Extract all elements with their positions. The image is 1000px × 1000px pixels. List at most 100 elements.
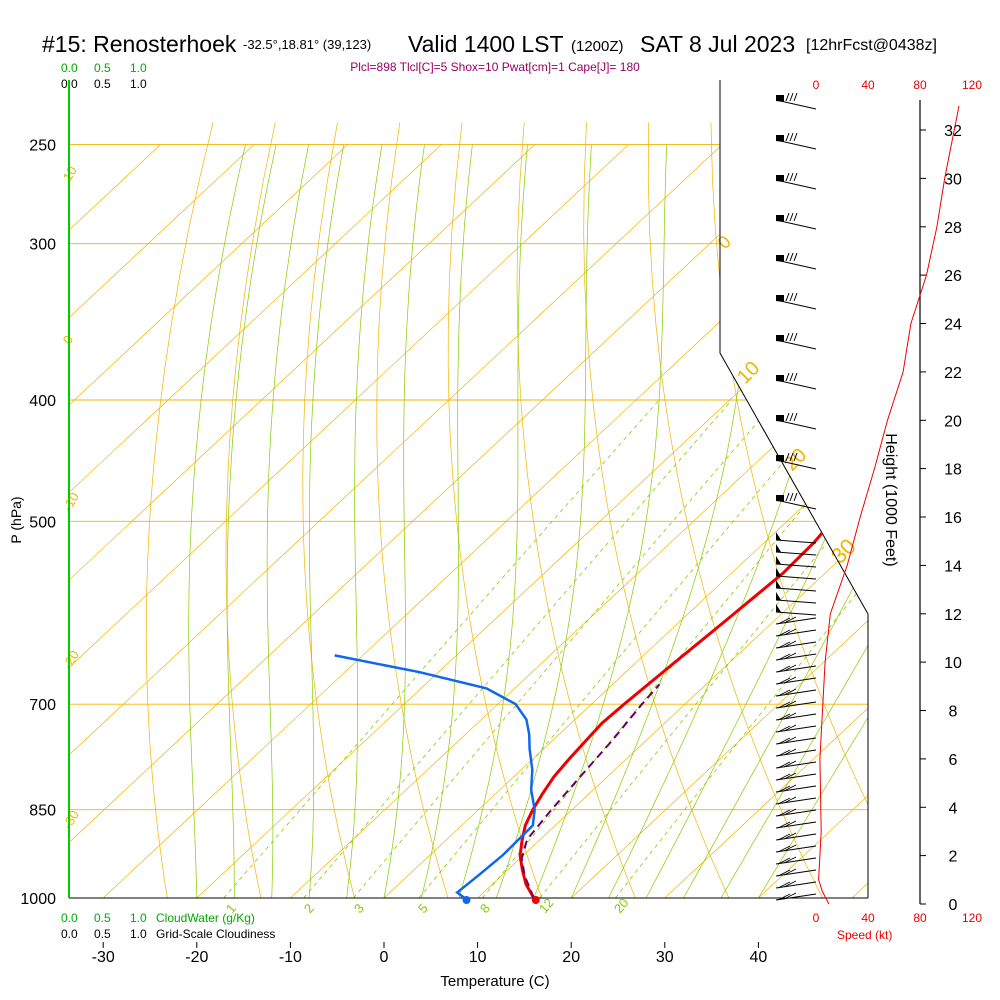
height-tick-label: 26: [944, 268, 962, 285]
height-tick-label: 28: [944, 220, 962, 237]
moist-adiabat-line: [758, 144, 868, 898]
dry-adiabat-line: [376, 122, 457, 898]
dry-adiabat-line: [583, 122, 742, 898]
isotherm-label: 20: [780, 444, 811, 475]
surface-dewpoint-marker: [462, 896, 471, 904]
plot-frame: [69, 80, 869, 899]
height-tick-label: 12: [944, 607, 962, 624]
moist-adiabat-line: [226, 144, 277, 898]
wind-barb: [775, 844, 817, 853]
surface-temperature-marker: [531, 896, 540, 904]
isotherm-line: [69, 144, 817, 898]
isotherm-line: [69, 144, 536, 898]
temperature-axis: -30 -20 -10 0 10 20 30 40: [92, 942, 768, 966]
cloud-bottom-black-2: 1.0: [130, 927, 147, 941]
wind-barb: [775, 832, 817, 841]
pressure-axis: 250 300 400 500 700 850 1000: [20, 138, 56, 909]
isotherm-label: -20: [60, 648, 82, 672]
station-location: -32.5°,18.81° (39,123): [243, 37, 371, 52]
height-tick-label: 0: [949, 897, 958, 914]
wind-barb: [775, 292, 817, 310]
wind-barb: [775, 628, 817, 637]
wind-barb: [775, 736, 817, 745]
station-name: #15: Renosterhoek: [42, 31, 237, 57]
cloud-top-black-2: 1.0: [130, 77, 147, 91]
speed-tick-label: 40: [861, 911, 875, 925]
isotherm-line: [69, 144, 255, 898]
wind-barb: [775, 568, 817, 580]
wind-barb: [775, 412, 817, 430]
moist-adiabat-line: [383, 144, 425, 898]
wind-barb: [775, 772, 817, 781]
cloud-scale-bottom: 0.0 0.5 1.0 CloudWater (g/Kg) 0.0 0.5 1.…: [61, 911, 275, 941]
wind-barbs: [775, 92, 817, 901]
speed-tick-label: 0: [813, 911, 820, 925]
wind-barb: [775, 92, 817, 110]
moist-adiabat-line: [308, 144, 345, 898]
speed-tick-label: 0: [813, 78, 820, 92]
wind-barb: [775, 748, 817, 757]
mixing-ratio-line: [352, 399, 778, 898]
dry-adiabat-line: [145, 122, 214, 898]
wind-barb: [775, 616, 817, 625]
speed-axis-label: Speed (kt): [837, 928, 892, 942]
height-tick-label: 32: [944, 123, 962, 140]
mixing-ratio-line: [303, 399, 733, 898]
wind-barb: [775, 664, 817, 673]
height-tick-label: 2: [949, 849, 958, 866]
isotherm-line: [851, 144, 868, 898]
cloud-bottom-green-1: 0.5: [94, 911, 111, 925]
speed-tick-label: 120: [962, 78, 982, 92]
dry-adiabat-line: [302, 122, 363, 898]
cloud-bottom-green-0: 0.0: [61, 911, 78, 925]
cloud-top-green-2: 1.0: [130, 61, 147, 75]
mixing-ratio-line: [615, 399, 868, 898]
mixing-ratio-line: [482, 399, 868, 898]
wind-barb: [775, 892, 817, 901]
speed-tick-label: 80: [913, 911, 927, 925]
speed-axis-top: 0 40 80 120: [813, 78, 983, 92]
dewpoint-profile-line: [334, 654, 536, 898]
pressure-tick-label: 500: [29, 514, 56, 531]
wind-barb: [775, 712, 817, 721]
moist-adiabat-line: [421, 144, 473, 898]
temperature-tick-label: -20: [185, 949, 208, 966]
forecast-date: SAT 8 Jul 2023: [640, 31, 795, 57]
wind-barb: [775, 172, 817, 190]
height-tick-label: 24: [944, 317, 962, 334]
profiles: [334, 168, 868, 904]
isotherm-line: [383, 144, 868, 898]
temperature-tick-label: 10: [469, 949, 487, 966]
mixing-ratio-label: 8: [477, 901, 493, 916]
background-lines: [69, 122, 1000, 924]
wind-barb: [775, 640, 817, 649]
dry-adiabat-line: [960, 122, 1000, 924]
temperature-tick-label: 20: [562, 949, 580, 966]
temperature-tick-label: 40: [750, 949, 768, 966]
cloud-bottom-green-2: 1.0: [130, 911, 147, 925]
wind-barb: [775, 808, 817, 817]
isotherm-label: -30: [60, 808, 82, 832]
wind-barb: [775, 532, 817, 544]
wind-barb: [775, 544, 817, 556]
moist-adiabat-line: [458, 144, 528, 898]
mixing-ratio-label: 5: [415, 901, 431, 916]
isotherm-line: [196, 144, 868, 898]
isotherm-line: [69, 144, 442, 898]
wind-barb: [775, 252, 817, 270]
speed-tick-label: 80: [913, 78, 927, 92]
height-tick-label: 30: [944, 171, 962, 188]
wind-barb: [775, 580, 817, 592]
cloudwater-label: CloudWater (g/Kg): [156, 911, 255, 925]
speed-axis-bottom: 0 40 80 120: [813, 911, 983, 925]
wind-barb: [775, 820, 817, 829]
cloud-bottom-black-1: 0.5: [94, 927, 111, 941]
wind-barb: [775, 332, 817, 350]
cloud-top-green-0: 0.0: [61, 61, 78, 75]
zulu-time: (1200Z): [571, 38, 624, 55]
dry-adiabat-line: [447, 122, 552, 898]
wind-barb: [775, 700, 817, 709]
sounding-indices: Plcl=898 Tlcl[C]=5 Shox=10 Pwat[cm]=1 Ca…: [350, 60, 640, 74]
